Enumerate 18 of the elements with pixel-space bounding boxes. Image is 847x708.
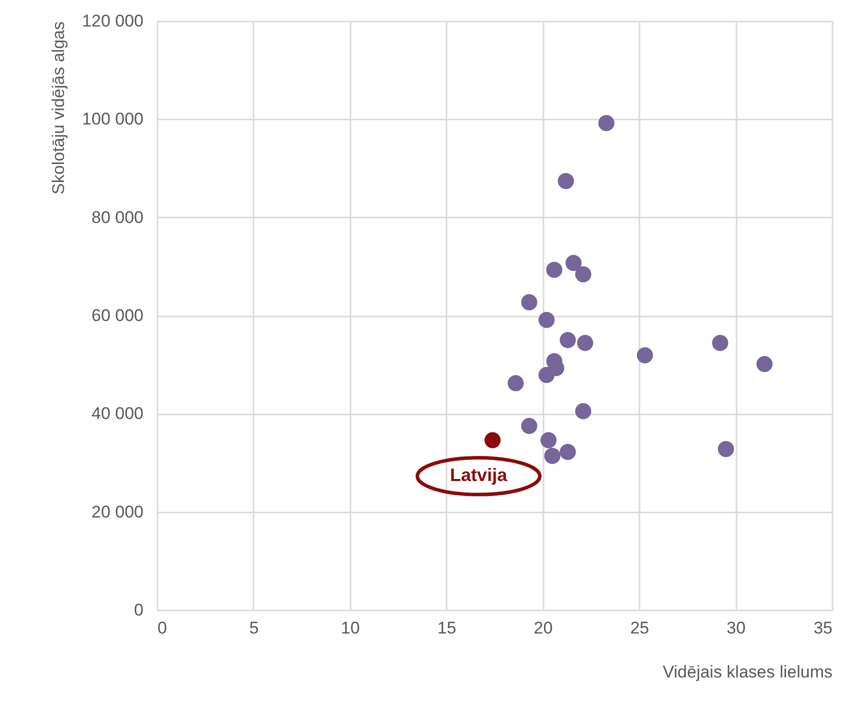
x-tick-label: 35 (814, 618, 832, 638)
y-axis-title: Skolotāju vidējās algas (49, 22, 68, 194)
y-tick-label: 0 (134, 600, 144, 620)
x-tick-label: 0 (158, 618, 167, 638)
y-tick-label: 20 000 (92, 502, 144, 522)
annotation: Latvija (450, 465, 508, 486)
y-tick-label: 120 000 (82, 12, 144, 30)
x-tick-label: 30 (726, 618, 746, 638)
x-axis-title: Vidējais klases lielums (662, 662, 832, 682)
x-tick-label: 25 (630, 618, 650, 638)
y-tick-label: 80 000 (92, 208, 144, 227)
y-tick-label: 100 000 (82, 110, 144, 129)
x-tick-label: 20 (534, 618, 553, 638)
y-tick-label: 40 000 (92, 404, 144, 424)
x-tick-label: 10 (340, 618, 360, 638)
x-tick-label: 5 (249, 618, 259, 638)
y-tick-label: 60 000 (92, 306, 144, 325)
x-tick-label: 15 (437, 618, 456, 638)
